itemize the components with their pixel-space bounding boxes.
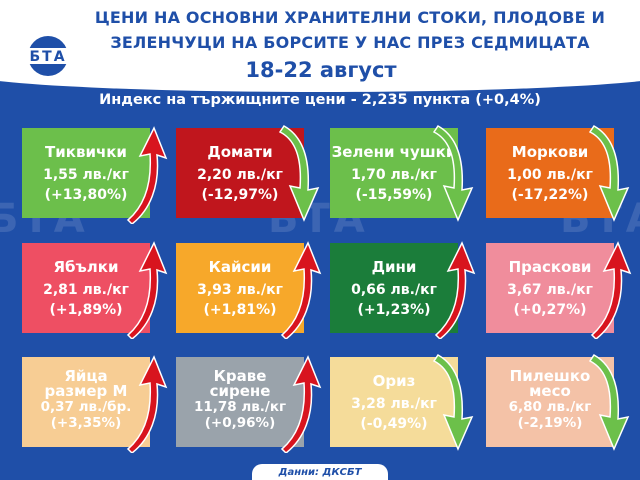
up-arrow-icon xyxy=(126,126,168,224)
tile-price: 6,80 лв./кг xyxy=(508,399,592,415)
tile-change: (-15,59%) xyxy=(355,187,433,203)
tile-price: 3,67 лв./кг xyxy=(507,282,593,298)
price-tile: Ябълки 2,81 лв./кг (+1,89%) xyxy=(22,243,150,333)
tile-change: (+0,96%) xyxy=(204,415,276,431)
tile-product-name: Пилешко месо xyxy=(509,367,591,400)
tile-change: (-2,19%) xyxy=(517,415,583,431)
up-arrow-icon xyxy=(280,355,322,453)
tile-change: (-17,22%) xyxy=(511,187,589,203)
down-arrow-icon xyxy=(588,354,630,451)
tile-product-name: Тиквички xyxy=(45,143,127,161)
price-tile: Пилешко месо 6,80 лв./кг (-2,19%) xyxy=(486,357,614,447)
tile-product-name: Праскови xyxy=(508,258,592,276)
price-tile: Дини 0,66 лв./кг (+1,23%) xyxy=(330,243,458,333)
date-range: 18-22 август xyxy=(196,54,446,86)
data-source: Данни: ДКСБТ xyxy=(252,464,388,480)
tile-change: (+3,35%) xyxy=(50,415,122,431)
tile-change: (+0,27%) xyxy=(513,302,587,318)
tile-change: (-0,49%) xyxy=(360,416,428,432)
tile-product-name: Зелени чушки xyxy=(331,143,457,161)
tile-price: 0,66 лв./кг xyxy=(351,282,437,298)
price-tile: Тиквички 1,55 лв./кг (+13,80%) xyxy=(22,128,150,218)
bta-logo: БТА xyxy=(18,36,78,76)
price-tile: Кайсии 3,93 лв./кг (+1,81%) xyxy=(176,243,304,333)
up-arrow-icon xyxy=(126,355,168,453)
down-arrow-icon xyxy=(432,125,474,222)
tile-price: 0,37 лв./бр. xyxy=(40,399,132,415)
tile-price: 1,70 лв./кг xyxy=(351,167,437,183)
tile-product-name: Краве сирене xyxy=(209,367,271,400)
tile-price: 2,20 лв./кг xyxy=(197,167,283,183)
up-arrow-icon xyxy=(280,241,322,339)
tile-product-name: Кайсии xyxy=(208,258,272,276)
bta-logo-text: БТА xyxy=(29,49,66,65)
price-tile: Праскови 3,67 лв./кг (+0,27%) xyxy=(486,243,614,333)
tile-product-name: Дини xyxy=(371,258,417,276)
tile-change: (-12,97%) xyxy=(201,187,279,203)
tile-price: 3,28 лв./кг xyxy=(351,396,437,412)
tile-change: (+13,80%) xyxy=(44,187,128,203)
up-arrow-icon xyxy=(126,241,168,339)
tile-price: 1,55 лв./кг xyxy=(43,167,129,183)
price-index-line: Индекс на тържищните цени - 2,235 пункта… xyxy=(99,92,541,108)
down-arrow-icon xyxy=(278,125,320,222)
price-tile: Моркови 1,00 лв./кг (-17,22%) xyxy=(486,128,614,218)
up-arrow-icon xyxy=(590,241,632,339)
tile-change: (+1,81%) xyxy=(203,302,277,318)
tile-price: 11,78 лв./кг xyxy=(193,399,287,415)
up-arrow-icon xyxy=(434,241,476,339)
price-tile: Ориз 3,28 лв./кг (-0,49%) xyxy=(330,357,458,447)
tile-price: 1,00 лв./кг xyxy=(507,167,593,183)
tile-product-name: Домати xyxy=(207,143,273,161)
price-tile: Домати 2,20 лв./кг (-12,97%) xyxy=(176,128,304,218)
down-arrow-icon xyxy=(432,354,474,451)
tile-price: 3,93 лв./кг xyxy=(197,282,283,298)
price-tile: Зелени чушки 1,70 лв./кг (-15,59%) xyxy=(330,128,458,218)
title-line-1: ЦЕНИ НА ОСНОВНИ ХРАНИТЕЛНИ СТОКИ, ПЛОДОВ… xyxy=(94,8,606,27)
title-line-2: ЗЕЛЕНЧУЦИ НА БОРСИТЕ У НАС ПРЕЗ СЕДМИЦАТ… xyxy=(110,33,590,52)
price-tile: Краве сирене 11,78 лв./кг (+0,96%) xyxy=(176,357,304,447)
tile-change: (+1,89%) xyxy=(49,302,123,318)
price-tile: Яйца размер М 0,37 лв./бр. (+3,35%) xyxy=(22,357,150,447)
tile-change: (+1,23%) xyxy=(357,302,431,318)
tile-product-name: Ябълки xyxy=(53,258,119,276)
tile-product-name: Яйца размер М xyxy=(44,367,128,400)
tile-price: 2,81 лв./кг xyxy=(43,282,129,298)
down-arrow-icon xyxy=(588,125,630,222)
tile-product-name: Ориз xyxy=(372,372,416,390)
tile-product-name: Моркови xyxy=(511,143,589,161)
